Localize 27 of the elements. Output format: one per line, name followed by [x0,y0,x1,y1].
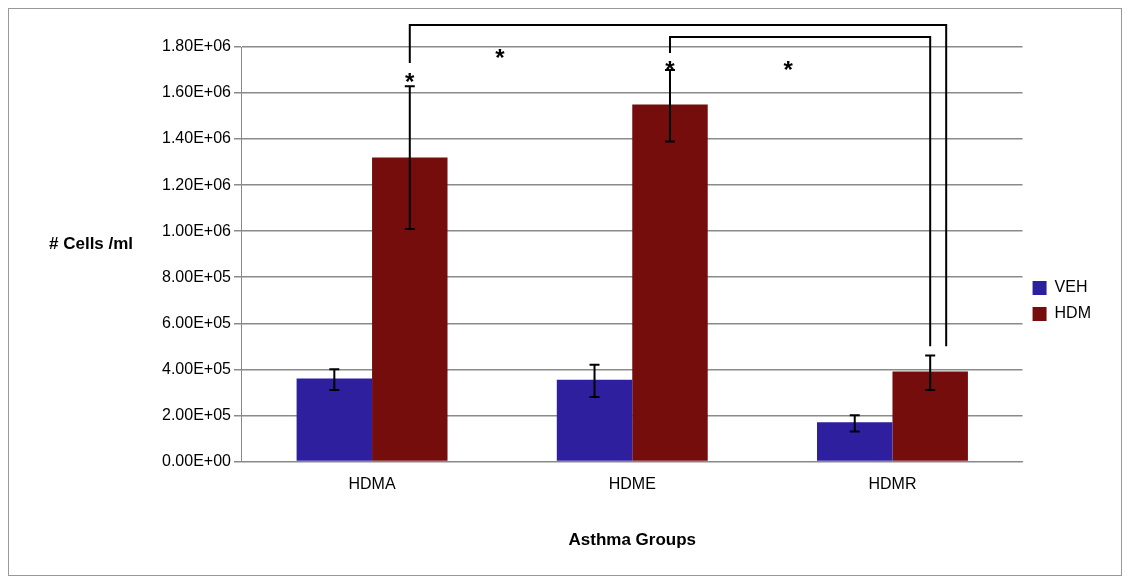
y-tick-label: 4.00E+05 [162,359,232,377]
y-tick-label: 2.00E+05 [162,405,232,423]
y-tick-label: 1.00E+06 [162,221,232,239]
y-tick-label: 8.00E+05 [162,267,232,285]
bar [817,422,893,461]
x-tick-label: HDME [608,475,656,493]
y-axis-title: # Cells /ml [49,233,134,253]
annotation: * [495,43,506,71]
y-tick-label: 0.00E+00 [162,451,232,469]
x-axis-title: Asthma Groups [568,530,697,550]
y-tick-label: 1.80E+06 [162,37,232,55]
y-tick-label: 6.00E+05 [162,313,232,331]
legend-label: VEH [1054,278,1088,296]
bar [632,104,708,461]
annotation: * [783,55,794,83]
bar [296,378,373,461]
y-tick-label: 1.60E+06 [162,83,232,101]
annotation: * [665,55,676,83]
x-tick-label: HDMA [348,475,396,493]
y-tick-label: 1.40E+06 [162,129,232,147]
x-tick-label: HDMR [868,475,917,493]
y-tick-label: 1.20E+06 [162,175,232,193]
legend-label: HDM [1054,304,1091,322]
bar [556,379,633,461]
bar [372,157,448,461]
bar [892,371,968,461]
annotation: * [405,67,416,95]
